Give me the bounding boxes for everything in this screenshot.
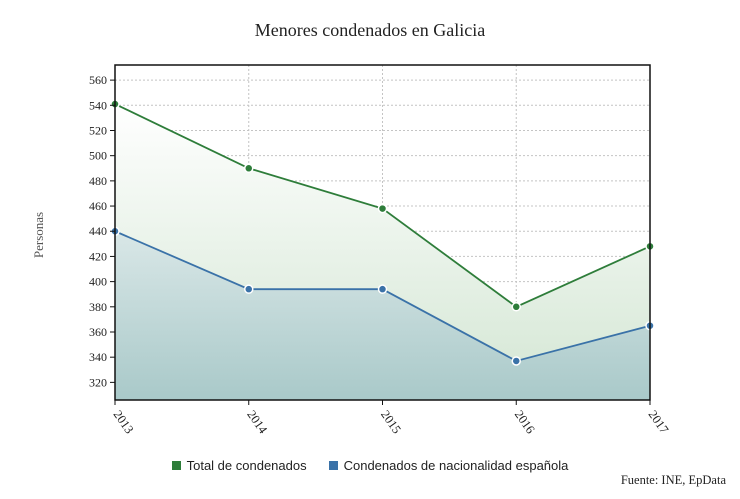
- y-tick-label: 360: [89, 325, 107, 339]
- y-tick-label: 560: [89, 73, 107, 87]
- legend-label-total: Total de condenados: [186, 458, 307, 473]
- x-tick-label: 2013: [111, 408, 137, 437]
- legend: Total de condenados Condenados de nacion…: [0, 458, 740, 473]
- series-total-point[interactable]: [377, 203, 388, 214]
- x-tick-label: 2016: [512, 408, 538, 437]
- source-note: Fuente: INE, EpData: [620, 473, 726, 487]
- areas: [115, 104, 650, 400]
- y-tick-label: 520: [89, 123, 107, 137]
- x-tick-label: 2014: [244, 408, 270, 437]
- y-tick-label: 420: [89, 249, 107, 263]
- series-total-point[interactable]: [244, 163, 254, 174]
- y-tick-label: 440: [89, 224, 107, 238]
- y-tick-label: 320: [89, 375, 107, 389]
- y-tick-label: 500: [89, 149, 107, 163]
- chart-title: Menores condenados en Galicia: [254, 20, 486, 40]
- y-tick-label: 380: [89, 300, 107, 314]
- y-tick-label: 460: [89, 199, 107, 213]
- x-tick-label: 2017: [646, 408, 672, 437]
- legend-item-total[interactable]: Total de condenados: [171, 458, 307, 473]
- series-espanola-area: [115, 231, 650, 400]
- legend-swatch-total: [171, 461, 181, 470]
- x-tick-label: 2015: [378, 408, 404, 437]
- series-total-point[interactable]: [511, 302, 521, 312]
- y-tick-label: 340: [89, 350, 107, 364]
- series-espanola-point[interactable]: [244, 284, 254, 294]
- y-tick-label: 400: [89, 275, 107, 289]
- y-tick-label: 540: [89, 98, 107, 112]
- legend-item-espanola[interactable]: Condenados de nacionalidad española: [328, 458, 569, 473]
- series-espanola-point[interactable]: [511, 356, 521, 366]
- legend-swatch-espanola: [328, 461, 338, 470]
- legend-label-espanola: Condenados de nacionalidad española: [343, 458, 569, 473]
- series-espanola-point[interactable]: [377, 284, 388, 294]
- y-tick-label: 480: [89, 174, 107, 188]
